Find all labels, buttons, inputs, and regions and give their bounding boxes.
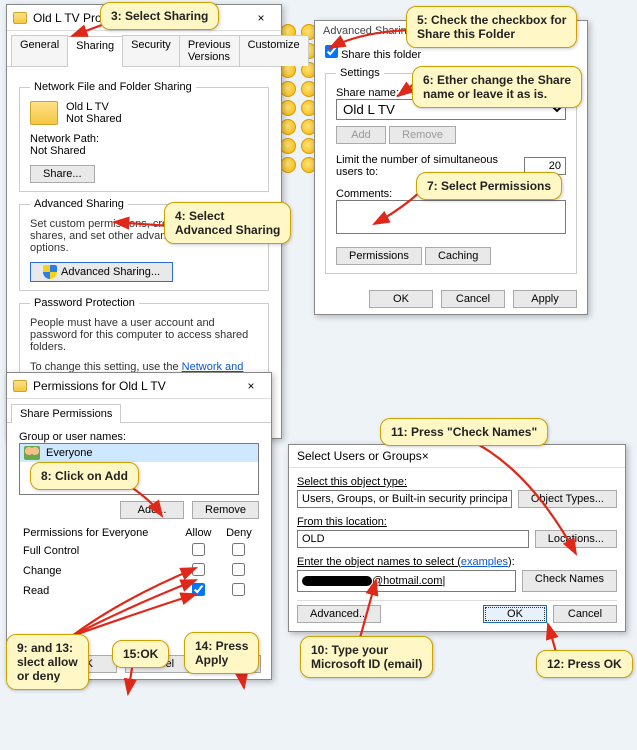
allow-header: Allow [178,525,219,541]
perm-row-full-control: Full Control [19,541,259,561]
advanced-sharing-button[interactable]: Advanced Sharing... [30,262,173,282]
callout-7: 7: Select Permissions [416,172,562,200]
advanced-button[interactable]: Advanced... [297,605,381,623]
select-users-title: Select Users or Groups [297,449,422,463]
callout-8: 8: Click on Add [30,462,139,490]
tab-customize[interactable]: Customize [239,35,309,66]
object-names-field[interactable]: @hotmail.com| [297,570,516,592]
perm-row-read: Read [19,581,259,601]
from-location-field[interactable] [297,530,529,548]
callout-11: 11: Press "Check Names" [380,418,548,446]
share-this-folder-row[interactable]: Share this folder [325,49,421,61]
callout-10: 10: Type your Microsoft ID (email) [300,636,433,678]
close-icon[interactable]: × [237,379,265,393]
ok-button[interactable]: OK [369,290,433,308]
ok-button[interactable]: OK [483,605,547,623]
object-names-value: @hotmail.com| [372,575,445,587]
password-protection-desc: People must have a user account and pass… [30,317,258,353]
callout-15: 15:OK [112,640,169,668]
redacted-text [302,576,372,586]
shield-icon [43,265,57,279]
advanced-sharing-dialog: Advanced Sharing Share this folder Setti… [314,20,588,315]
object-type-field[interactable] [297,490,512,508]
group-names-label: Group or user names: [19,431,259,443]
network-sharing-group: Network File and Folder Sharing Old L TV… [19,81,269,192]
callout-6: 6: Ether change the Share name or leave … [412,66,582,108]
callout-4: 4: Select Advanced Sharing [164,202,291,244]
tab-share-permissions[interactable]: Share Permissions [11,404,121,423]
settings-legend: Settings [336,67,384,79]
permissions-title: Permissions for Old L TV [33,379,166,393]
remove-share-button[interactable]: Remove [389,126,456,144]
object-types-button[interactable]: Object Types... [518,490,617,508]
share-name: Old L TV [66,101,122,113]
from-location-label: From this location: [297,516,617,528]
perm-for-label: Permissions for Everyone [19,525,178,541]
add-share-button[interactable]: Add [336,126,386,144]
callout-5: 5: Check the checkbox for Share this Fol… [406,6,577,48]
enter-names-suffix: ): [508,556,515,568]
select-users-titlebar: Select Users or Groups × [289,445,625,468]
remove-button[interactable]: Remove [192,501,259,519]
tab-previous-versions[interactable]: Previous Versions [179,35,240,66]
cancel-button[interactable]: Cancel [441,290,505,308]
advanced-sharing-button-label: Advanced Sharing... [61,266,160,278]
allow-read-checkbox[interactable] [192,583,205,596]
check-names-button[interactable]: Check Names [522,570,617,592]
callout-14: 14: Press Apply [184,632,259,674]
folder-icon [30,101,58,125]
add-button[interactable]: Add... [120,501,184,519]
share-this-folder-checkbox[interactable] [325,45,338,58]
cancel-button[interactable]: Cancel [553,605,617,623]
folder-icon [13,380,27,392]
locations-button[interactable]: Locations... [535,530,617,548]
list-item-everyone[interactable]: Everyone [20,444,258,462]
allow-change-checkbox[interactable] [192,563,205,576]
share-status: Not Shared [66,113,122,125]
deny-header: Deny [219,525,259,541]
examples-link[interactable]: examples [461,556,508,568]
perm-row-change: Change [19,561,259,581]
network-path-value: Not Shared [30,145,258,157]
network-path-label: Network Path: [30,133,258,145]
object-type-label: Select this object type: [297,476,617,488]
perm-label: Read [19,581,178,601]
share-this-folder-label: Share this folder [341,49,421,61]
network-sharing-legend: Network File and Folder Sharing [30,81,196,93]
close-icon[interactable]: × [422,449,429,463]
properties-tabs: General Sharing Security Previous Versio… [7,31,281,67]
callout-9: 9: and 13: slect allow or deny [6,634,89,690]
caching-button[interactable]: Caching [425,247,491,265]
permissions-button[interactable]: Permissions [336,247,422,265]
deny-full-control-checkbox[interactable] [232,543,245,556]
perm-label: Change [19,561,178,581]
tab-security[interactable]: Security [122,35,180,66]
perm-label: Full Control [19,541,178,561]
enter-names-label: Enter the object names to select (exampl… [297,556,617,568]
close-icon[interactable]: × [247,11,275,25]
tab-general[interactable]: General [11,35,68,66]
deny-change-checkbox[interactable] [232,563,245,576]
people-icon [24,446,40,460]
tab-sharing[interactable]: Sharing [67,36,123,67]
select-users-dialog: Select Users or Groups × Select this obj… [288,444,626,632]
comments-textarea[interactable] [336,200,566,234]
enter-names-prefix: Enter the object names to select ( [297,556,461,568]
advanced-sharing-legend: Advanced Sharing [30,198,128,210]
list-item-label: Everyone [46,447,92,459]
share-button[interactable]: Share... [30,165,95,183]
permissions-titlebar: Permissions for Old L TV × [7,373,271,399]
callout-12: 12: Press OK [536,650,633,678]
permissions-table: Permissions for Everyone Allow Deny Full… [19,525,259,601]
apply-button[interactable]: Apply [513,290,577,308]
callout-3: 3: Select Sharing [100,2,219,30]
deny-read-checkbox[interactable] [232,583,245,596]
allow-full-control-checkbox[interactable] [192,543,205,556]
password-protection-legend: Password Protection [30,297,139,309]
folder-icon [13,12,27,24]
